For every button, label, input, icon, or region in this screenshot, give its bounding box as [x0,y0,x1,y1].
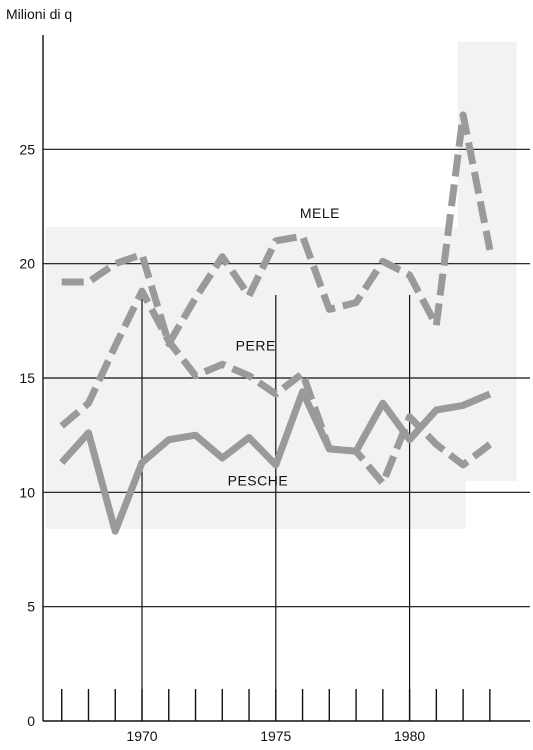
plot-shading-right [457,41,517,481]
series-label-mele: MELE [300,205,340,221]
x-tick-label-1970: 1970 [126,728,157,744]
series-label-pesche: PESCHE [228,472,289,488]
y-axis-label: Milioni di q [6,6,73,22]
y-tick-label-0: 0 [27,713,35,729]
y-tick-label-5: 5 [27,599,35,615]
series-line-pesche [59,388,492,535]
x-tick-label-1975: 1975 [260,728,291,744]
series-label-pere: PERE [236,338,276,354]
y-tick-label-25: 25 [19,141,35,157]
x-tick-label-1980: 1980 [394,728,425,744]
y-tick-label-15: 15 [19,370,35,386]
y-tick-label-10: 10 [19,484,35,500]
series-line-mele [61,111,494,348]
y-tick-label-20: 20 [19,256,35,272]
